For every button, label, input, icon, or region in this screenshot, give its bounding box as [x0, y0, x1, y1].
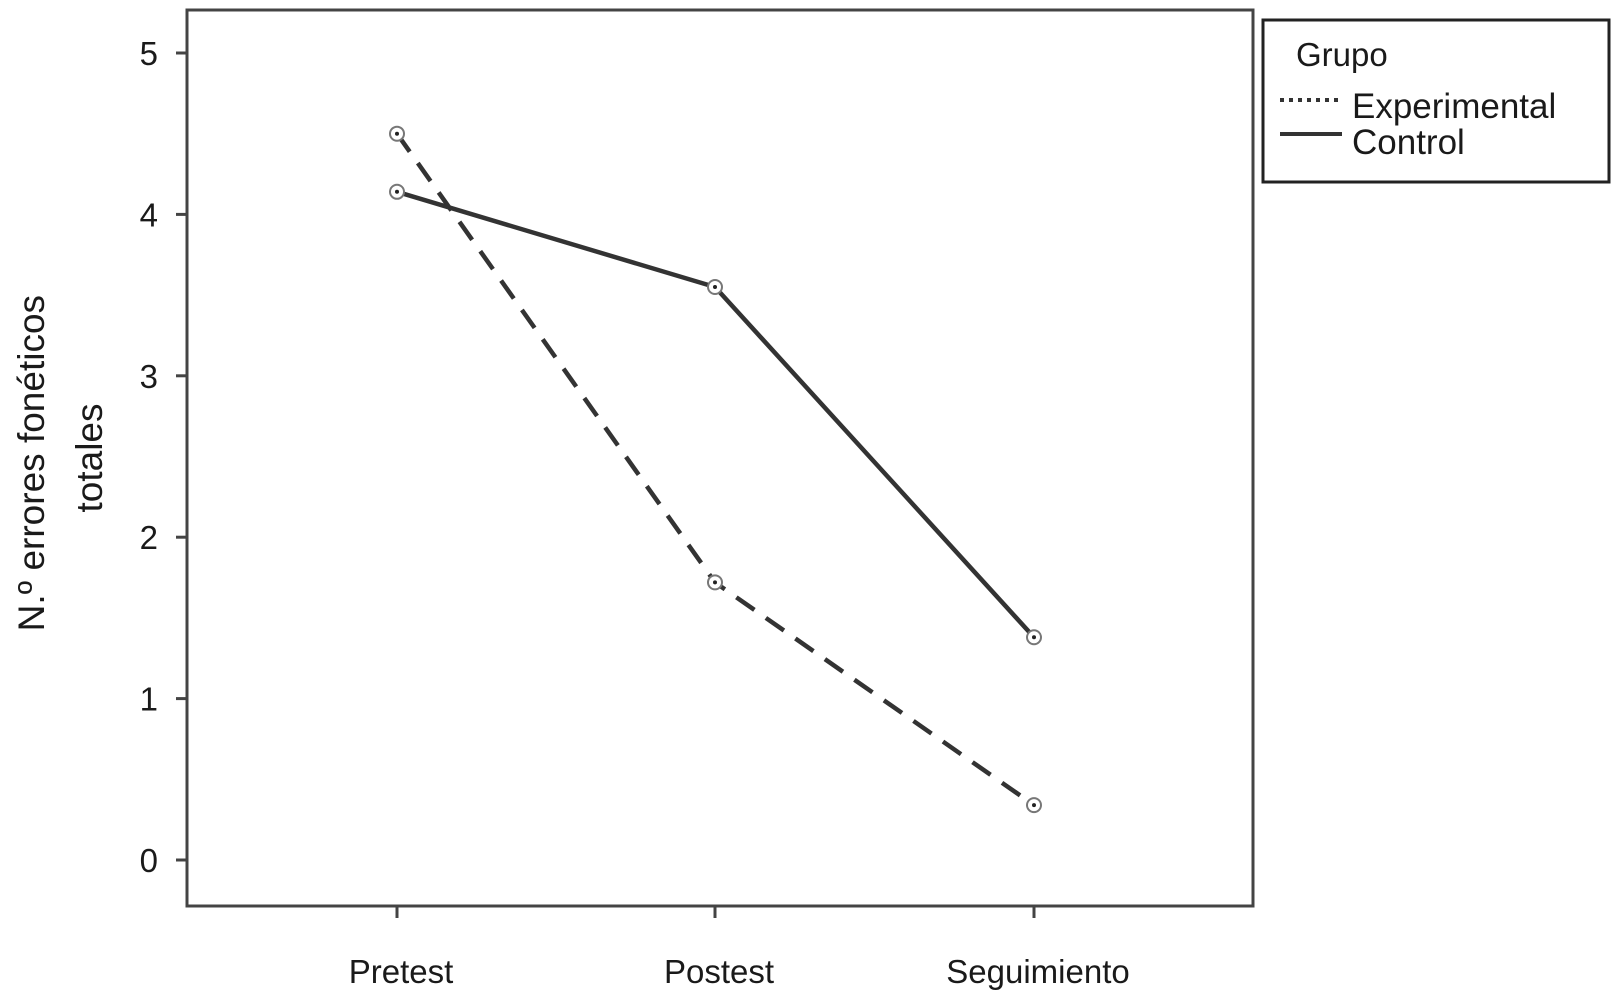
legend-box	[1261, 18, 1611, 184]
x-tick-label: Seguimiento	[946, 953, 1129, 990]
y-tick-label: 0	[140, 842, 158, 879]
y-tick-label: 1	[140, 681, 158, 718]
data-point-center-experimental	[1032, 803, 1036, 808]
x-tick-label: Pretest	[349, 953, 454, 990]
data-point-center-control	[395, 189, 399, 194]
data-point-center-control	[1032, 635, 1036, 640]
y-tick-label: 3	[140, 358, 158, 395]
y-axis-title: N.º errores fonéticos totales	[11, 285, 110, 632]
y-tick-label: 4	[140, 196, 158, 233]
plot-area	[185, 8, 1255, 908]
data-point-center-experimental	[395, 131, 399, 136]
y-tick-label: 5	[140, 35, 158, 72]
data-point-center-experimental	[713, 580, 717, 585]
y-tick-label: 2	[140, 519, 158, 556]
y-axis-title-line-2: totales	[69, 403, 110, 512]
x-tick-label: Postest	[664, 953, 774, 990]
x-axis: Pretest Postest Seguimiento	[349, 906, 1130, 990]
series-layer	[389, 125, 1042, 814]
legend: Grupo Experimental Control	[1261, 18, 1611, 184]
data-point-center-control	[713, 285, 717, 290]
legend-label-control: Control	[1352, 123, 1465, 162]
y-axis-title-line-1: N.º errores fonéticos	[11, 295, 52, 631]
legend-label-experimental: Experimental	[1352, 87, 1556, 126]
legend-title: Grupo	[1296, 36, 1388, 73]
y-axis: 0 1 2 3 4 5	[140, 35, 187, 879]
